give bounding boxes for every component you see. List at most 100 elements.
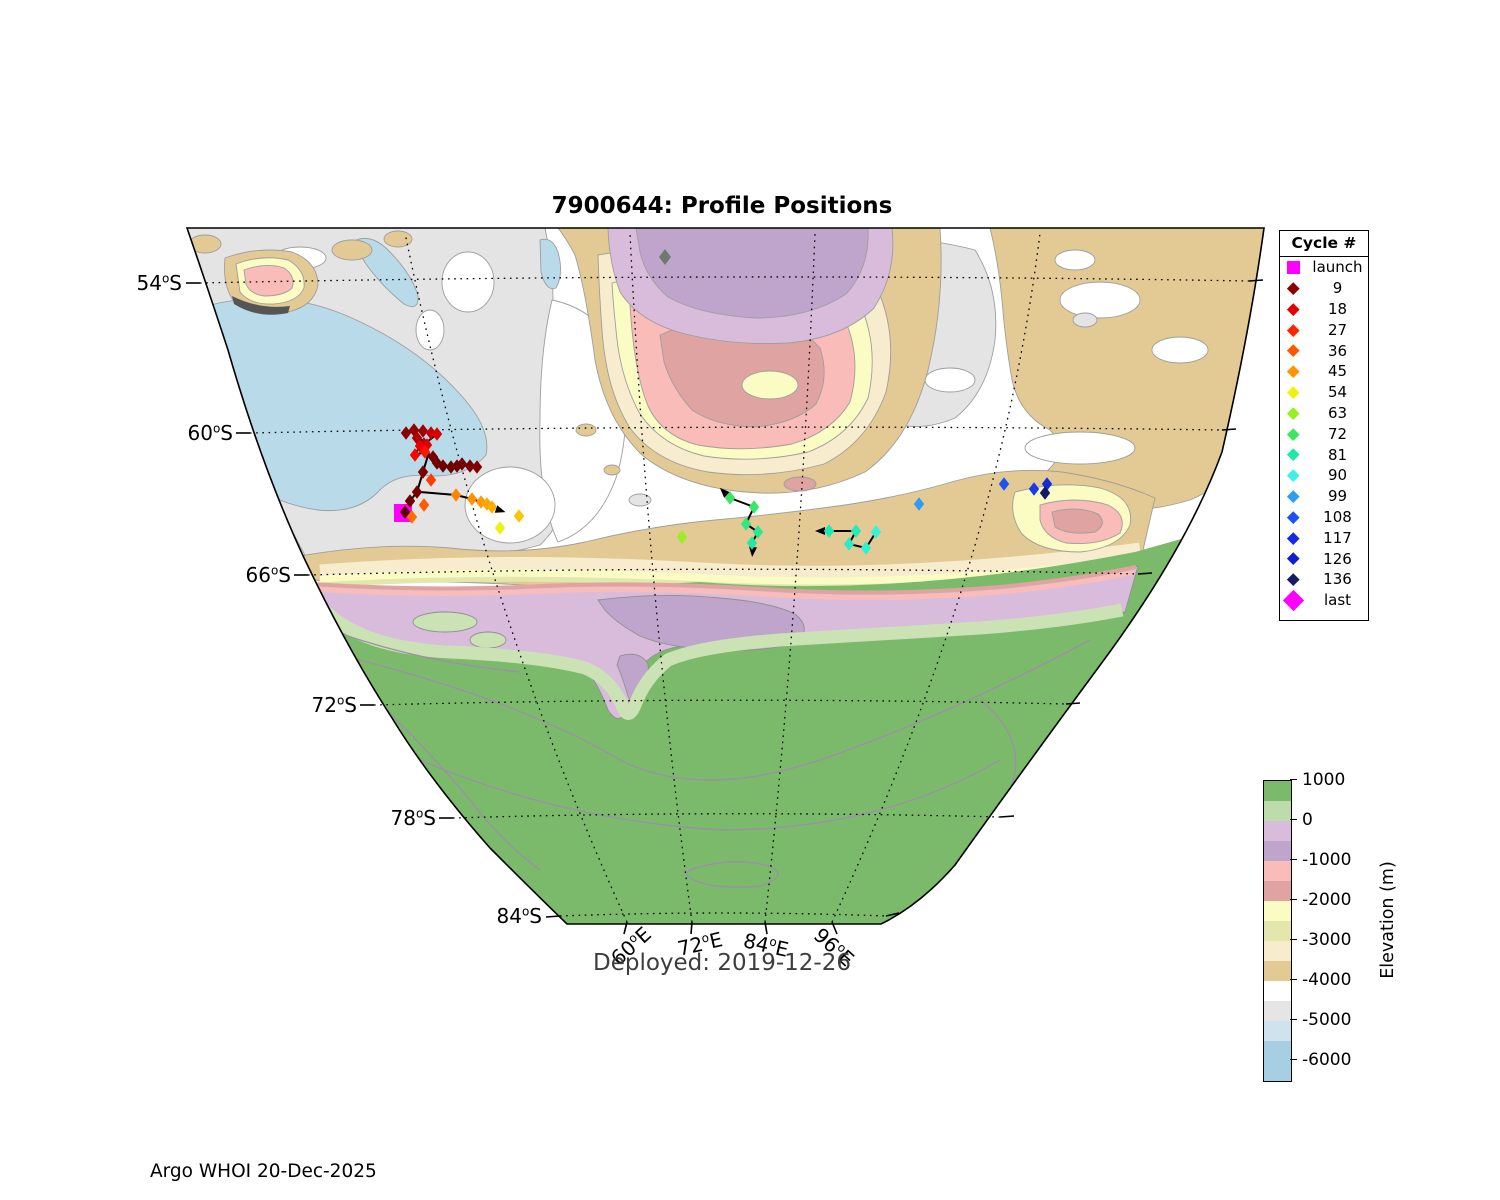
- lat-label-78S: 78oS: [390, 806, 437, 830]
- legend-marker-box: [1280, 406, 1307, 419]
- colorbar-band: [1264, 781, 1291, 801]
- profile-marker: [998, 477, 1010, 491]
- legend-marker-box: [1280, 448, 1307, 461]
- graticule: [199, 232, 1250, 923]
- east-shelf-detail: [1012, 484, 1132, 553]
- cycle-diamond-icon: [1287, 573, 1300, 586]
- colorbar-band: [1264, 1041, 1291, 1061]
- legend-item-99: 99: [1280, 486, 1368, 507]
- colorbar-tick-label: -4000: [1302, 970, 1352, 990]
- elevation-colorbar: [1263, 780, 1292, 1082]
- profile-marker: [425, 473, 437, 487]
- profile-marker: [850, 524, 862, 538]
- profile-marker: [404, 494, 416, 508]
- colorbar-tick-label: 1000: [1302, 770, 1346, 790]
- profile-marker: [421, 438, 433, 452]
- profile-marker: [399, 505, 411, 519]
- cycle-legend: Cycle # launch 9 18 27 36 45 54 63 72 81 90 99 108 11…: [1279, 230, 1369, 621]
- legend-marker-box: [1280, 490, 1307, 503]
- colorbar-tick-label: -2000: [1302, 890, 1352, 910]
- cycle-diamond-icon: [1287, 490, 1300, 503]
- legend-item-label: last: [1323, 591, 1352, 610]
- colorbar-band: [1264, 861, 1291, 881]
- colorbar-band: [1264, 1021, 1291, 1041]
- track-arrow-icon: [815, 527, 825, 535]
- legend-item-81: 81: [1280, 444, 1368, 465]
- legend-item-label: launch: [1312, 258, 1363, 277]
- legend-item-label: 108: [1323, 507, 1352, 526]
- colorbar-tick: [1290, 939, 1297, 941]
- legend-marker-box: [1280, 260, 1307, 274]
- legend-item-27: 27: [1280, 319, 1368, 340]
- legend-item-18: 18: [1280, 299, 1368, 320]
- profile-marker: [417, 424, 429, 438]
- cycle-diamond-icon: [1287, 344, 1300, 357]
- profile-marker: [843, 537, 855, 551]
- colorbar-tick: [1290, 899, 1297, 901]
- legend-item-108: 108: [1280, 507, 1368, 528]
- profile-marker: [823, 524, 835, 538]
- colorbar-tick-label: 0: [1302, 810, 1313, 830]
- profile-marker: [724, 491, 736, 505]
- colorbar-tick: [1290, 1019, 1297, 1021]
- profile-marker: [445, 460, 457, 474]
- legend-item-label: 126: [1323, 549, 1352, 568]
- legend-item-9: 9: [1280, 278, 1368, 299]
- legend-item-126: 126: [1280, 548, 1368, 569]
- legend-marker-box: [1280, 531, 1307, 544]
- coast-stripe-rose: [311, 565, 1137, 595]
- colorbar-band: [1264, 901, 1291, 921]
- cycle-diamond-icon: [1287, 510, 1300, 523]
- figure-title: 7900644: Profile Positions: [551, 193, 893, 219]
- legend-item-label: 45: [1327, 362, 1348, 381]
- legend-item-63: 63: [1280, 403, 1368, 424]
- cycle-diamond-icon: [1287, 282, 1300, 295]
- lat-label-66S: 66oS: [245, 563, 292, 587]
- cycle-diamond-icon: [1287, 469, 1300, 482]
- lat-label-72S: 72oS: [311, 693, 358, 717]
- cycle-diamond-icon: [1282, 589, 1305, 611]
- profile-marker: [425, 426, 437, 440]
- cycle-diamond-icon: [1287, 323, 1300, 336]
- legend-item-label: 117: [1323, 528, 1352, 547]
- colorbar-band: [1264, 841, 1291, 861]
- legend-item-117: 117: [1280, 527, 1368, 548]
- colorbar-axis-label: Elevation (m): [1378, 861, 1398, 979]
- colorbar-tick: [1290, 859, 1297, 861]
- legend-item-136: 136: [1280, 569, 1368, 590]
- profile-marker: [419, 445, 431, 459]
- profile-marker: [411, 431, 423, 445]
- legend-marker-box: [1280, 552, 1307, 565]
- legend-marker-box: [1280, 282, 1307, 295]
- profile-marker: [494, 521, 506, 535]
- map-boundary: [185, 227, 1265, 925]
- legend-item-label: 99: [1327, 487, 1348, 506]
- cycle-diamond-icon: [1287, 365, 1300, 378]
- ice-fringe: [317, 603, 1124, 720]
- profile-marker: [450, 488, 462, 502]
- legend-marker-box: [1280, 323, 1307, 336]
- profile-marker: [471, 460, 483, 474]
- legend-marker-box: [1280, 469, 1307, 482]
- profile-marker: [409, 448, 421, 462]
- legend-item-label: 54: [1327, 383, 1348, 402]
- cycle-diamond-icon: [1287, 448, 1300, 461]
- legend-item-label: 27: [1327, 320, 1348, 339]
- legend-items: launch 9 18 27 36 45 54 63 72 81 90 99 108 117 126 136 l…: [1280, 257, 1368, 611]
- profile-marker: [486, 500, 498, 514]
- cycle-diamond-icon: [1287, 531, 1300, 544]
- lat-label-54S: 54oS: [136, 271, 183, 295]
- profile-marker: [437, 459, 449, 473]
- legend-title: Cycle #: [1280, 231, 1368, 257]
- cycle-diamond-icon: [1287, 386, 1300, 399]
- track-arrow-icon: [719, 487, 730, 498]
- profile-marker: [676, 530, 688, 544]
- colorbar-band: [1264, 881, 1291, 901]
- legend-item-label: 9: [1332, 279, 1343, 298]
- legend-marker-box: [1280, 510, 1307, 523]
- profile-marker: [427, 450, 439, 464]
- profile-marker: [475, 495, 487, 509]
- legend-item-72: 72: [1280, 423, 1368, 444]
- profile-marker: [746, 536, 758, 550]
